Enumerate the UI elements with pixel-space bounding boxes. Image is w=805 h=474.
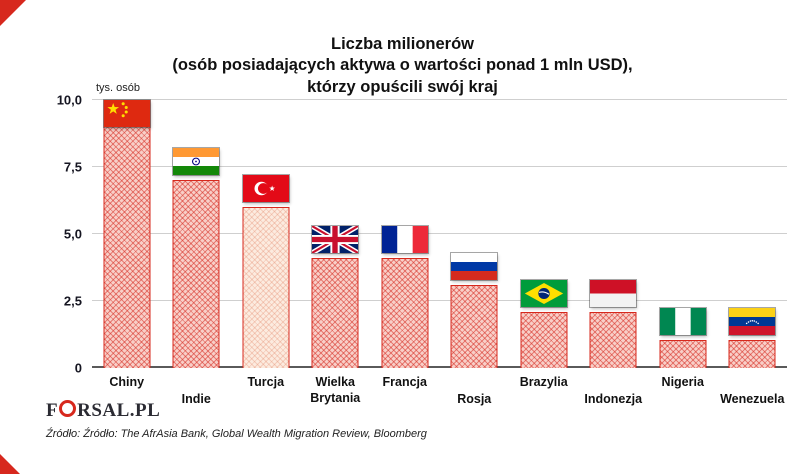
gridline-10,0	[92, 99, 787, 100]
y-tick-label: 2,5	[63, 293, 82, 309]
india-flag	[173, 148, 220, 176]
x-axis-baseline	[92, 366, 787, 368]
forsal-logo-o-icon	[59, 400, 77, 417]
uk-flag	[312, 226, 359, 254]
chart-title: Liczba milionerów (osób posiadających ak…	[0, 34, 805, 98]
category-label-nigeria: Nigeria	[661, 375, 704, 389]
bar-group-francja: Francja	[370, 100, 440, 389]
category-label-wenezuela: Wenezuela	[720, 392, 785, 406]
bar-wenezuela	[728, 339, 776, 368]
russia-flag	[451, 252, 498, 280]
turkey-flag	[242, 175, 289, 203]
bar-indie	[172, 180, 220, 368]
bar-group-indie: Indie	[162, 100, 232, 406]
chart-title-line1: Liczba milionerów	[330, 35, 475, 53]
bar-francja	[381, 258, 429, 368]
bar-group-turcja: Turcja	[231, 100, 301, 389]
china-flag	[103, 100, 150, 127]
indonesia-flag	[590, 279, 637, 307]
bar-indonezja	[589, 311, 637, 368]
plot-area: 0 2,5 5,0 7,5 10,0 Chiny Indie Turcja Wielka Bry…	[57, 93, 788, 406]
bar-group-wielka-brytania: Wielka Brytania	[301, 100, 371, 405]
bar-nigeria	[659, 339, 707, 368]
category-label-rosja: Rosja	[457, 392, 492, 406]
y-tick-label: 5,0	[63, 226, 82, 242]
nigeria-flag	[659, 307, 706, 335]
category-label-wielka-brytania: Wielka Brytania	[310, 375, 361, 405]
gridline-5,0	[92, 233, 787, 234]
venezuela-flag	[729, 307, 776, 335]
forsal-logo-post: RSAL.PL	[77, 400, 161, 421]
category-label-francja: Francja	[382, 375, 427, 389]
bar-rosja	[450, 284, 498, 368]
bar-group-rosja: Rosja	[440, 100, 510, 406]
y-tick-label: 0	[74, 360, 82, 376]
gridline-2,5	[92, 300, 787, 301]
y-axis-unit-label: tys. osób	[96, 82, 141, 94]
bar-group-wenezuela: Wenezuela	[718, 100, 788, 406]
category-label-chiny: Chiny	[109, 375, 145, 389]
forsal-logo: F RSAL.PL	[46, 400, 160, 422]
bar-brazylia	[520, 311, 568, 368]
corner-accent-top-left	[0, 0, 26, 26]
category-label-indonezja: Indonezja	[584, 392, 643, 406]
gridline-7,5	[92, 166, 787, 167]
bar-group-chiny: Chiny	[92, 100, 162, 389]
bar-turcja	[242, 207, 290, 368]
bar-group-brazylia: Brazylia	[509, 100, 579, 389]
bar-wielka-brytania	[311, 258, 359, 368]
category-label-indie: Indie	[181, 392, 211, 406]
bar-chiny	[103, 100, 151, 368]
bar-group-nigeria: Nigeria	[648, 100, 718, 389]
y-tick-label: 7,5	[63, 159, 82, 175]
france-flag	[381, 226, 428, 254]
brazil-flag	[520, 279, 567, 307]
category-label-brazylia: Brazylia	[519, 375, 568, 389]
y-tick-label: 10,0	[56, 92, 82, 108]
bars-container: Chiny Indie Turcja Wielka Brytania Francja Ro…	[92, 100, 788, 406]
chart-title-line3: którzy opuścili swój kraj	[307, 77, 498, 96]
chart-title-line2: (osób posiadających aktywa o wartości po…	[172, 56, 633, 75]
category-label-turcja: Turcja	[247, 375, 285, 389]
forsal-logo-pre: F	[46, 400, 59, 421]
corner-accent-bottom-left	[0, 454, 20, 474]
bar-group-indonezja: Indonezja	[579, 100, 649, 406]
source-attribution: Źródło: Źródło: The AfrAsia Bank, Global…	[46, 428, 427, 440]
